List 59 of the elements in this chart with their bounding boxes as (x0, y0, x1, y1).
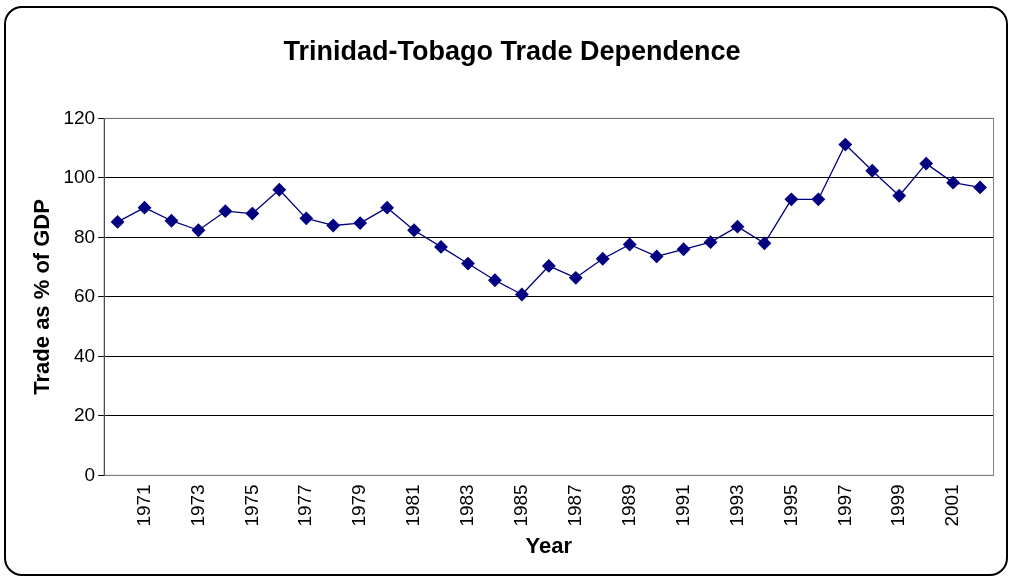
point (703, 235, 718, 249)
point (461, 256, 475, 271)
x-tick-label: 1975 (240, 484, 262, 527)
x-tick-label: 1977 (294, 484, 316, 527)
y-tick-label: 80 (73, 225, 96, 247)
x-tick-label: 2001 (941, 484, 963, 527)
y-tick-label: 40 (73, 344, 96, 366)
x-tick-label: 1983 (456, 484, 478, 527)
point (784, 192, 799, 206)
point (137, 200, 152, 215)
point (649, 249, 664, 264)
x-tick-label: 1971 (132, 484, 154, 527)
point (110, 215, 125, 229)
point (919, 156, 933, 171)
x-tick-label: 1997 (833, 484, 855, 527)
x-tick-label: 1979 (348, 484, 370, 527)
x-axis-title: Year (525, 532, 573, 558)
point (973, 180, 987, 195)
point (299, 211, 313, 225)
point (218, 204, 233, 218)
y-tick-label: 60 (73, 285, 96, 307)
point (865, 164, 879, 178)
point (380, 200, 394, 215)
point (434, 240, 448, 254)
point (596, 252, 610, 266)
point (407, 223, 421, 237)
y-tick-label: 120 (63, 106, 96, 128)
x-tick-label: 1993 (725, 484, 747, 527)
point (515, 287, 529, 302)
point (164, 214, 179, 228)
point (838, 137, 852, 152)
point (272, 183, 286, 197)
x-tick-label: 1991 (671, 484, 693, 527)
x-tick-label: 1989 (617, 484, 639, 527)
x-tick-label: 1999 (887, 484, 909, 527)
x-tick-label: 1985 (510, 484, 532, 527)
point (488, 273, 502, 287)
point (676, 242, 691, 256)
point (811, 192, 826, 206)
y-tick-label: 100 (63, 166, 96, 188)
point (757, 236, 772, 250)
point (326, 218, 340, 233)
point (542, 259, 556, 273)
point (623, 237, 637, 252)
point (892, 189, 906, 203)
x-tick-label: 1973 (186, 484, 208, 527)
x-tick-label: 1987 (564, 484, 586, 527)
point (191, 223, 206, 237)
y-axis-title: Trade as % of GDP (29, 199, 55, 395)
point (730, 220, 745, 234)
chart-title: Trinidad-Tobago Trade Dependence (283, 35, 741, 66)
x-tick-label: 1995 (779, 484, 801, 527)
point (946, 176, 960, 190)
point (353, 216, 367, 230)
y-tick-label: 0 (84, 463, 96, 485)
x-tick-label: 1981 (402, 484, 424, 527)
point (245, 206, 259, 221)
y-tick-label: 20 (73, 404, 96, 426)
point (569, 271, 583, 285)
